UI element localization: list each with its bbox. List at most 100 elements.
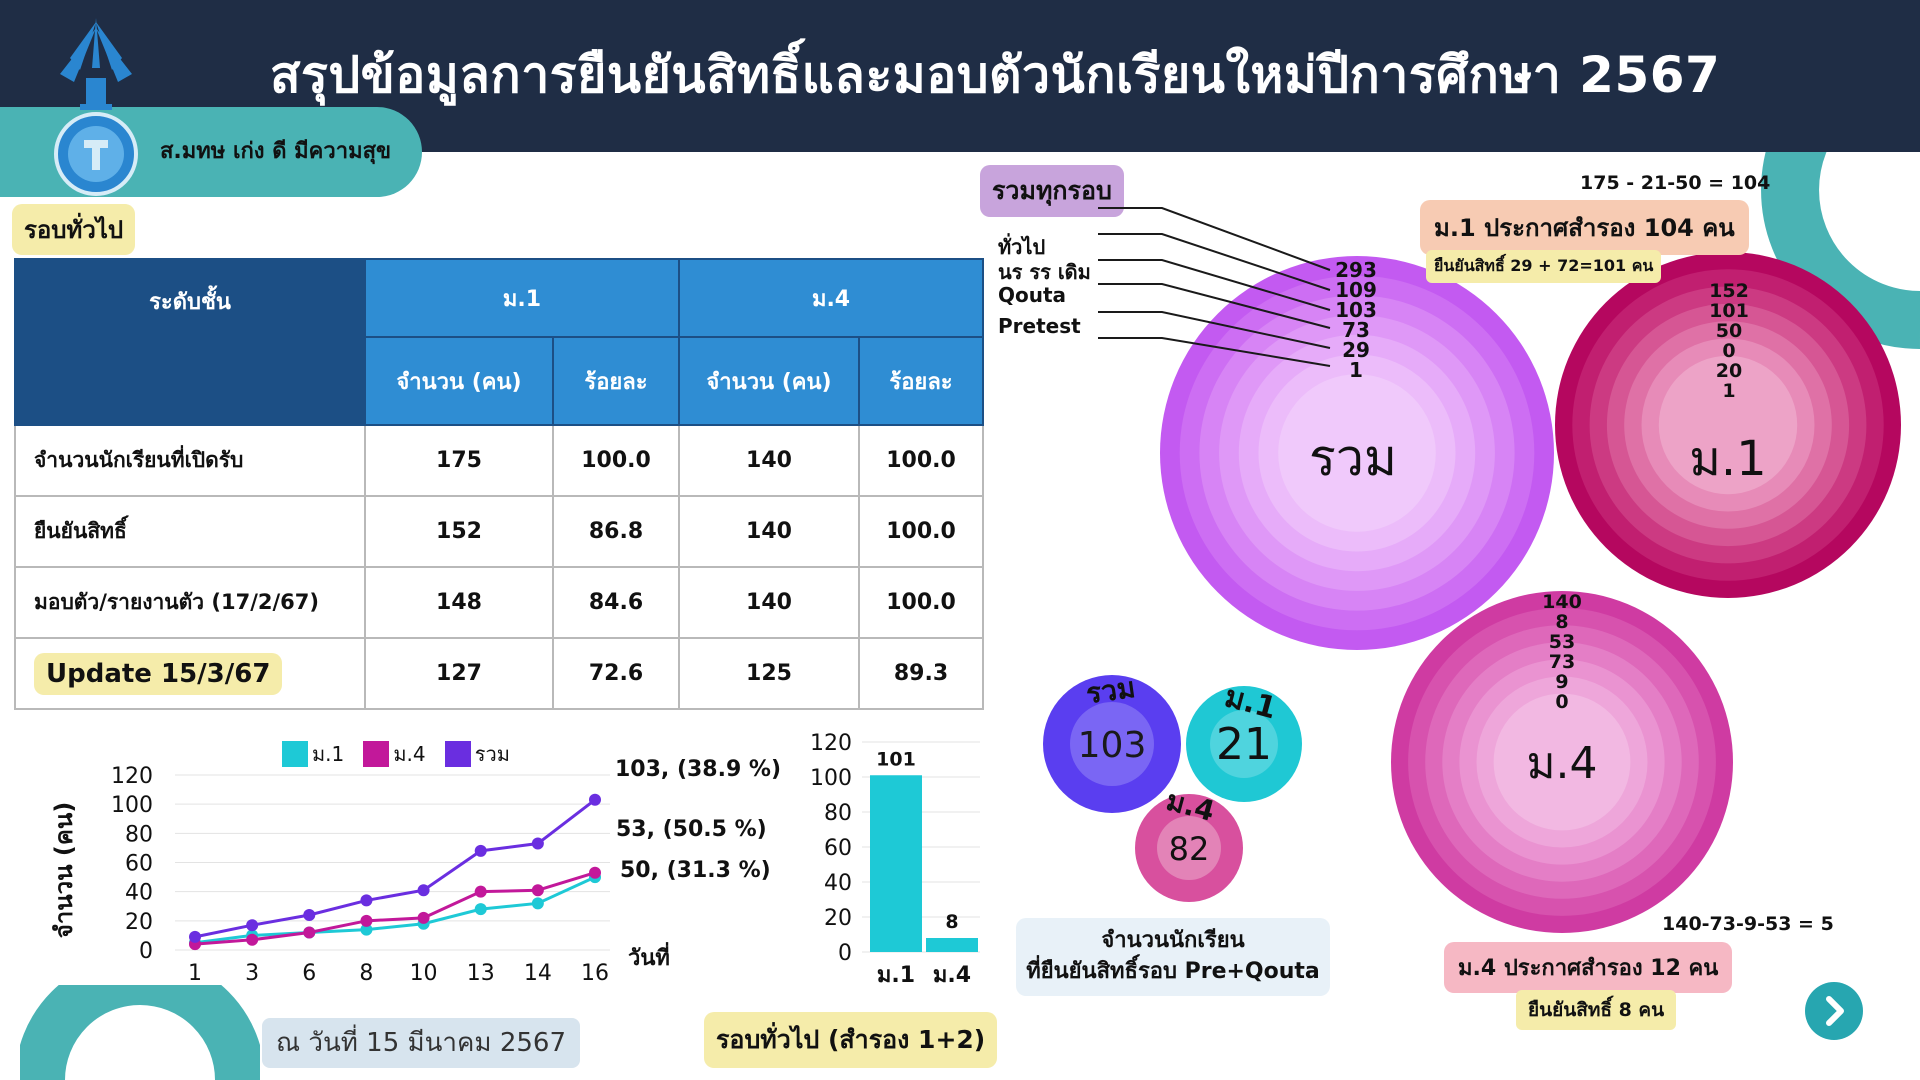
cell-m1-count: 127	[364, 637, 554, 710]
series-line-0	[194, 875, 596, 945]
chevron-right-icon	[1826, 996, 1844, 1026]
row-label: จำนวนนักเรียนที่เปิดรับ	[14, 424, 366, 497]
y-tick-label: 100	[111, 793, 153, 818]
legend-label-m4: ม.4	[393, 742, 426, 766]
row-label-cell: Update 15/3/67	[14, 637, 366, 710]
header-m1-count: จำนวน (คน)	[364, 336, 554, 426]
m1-round-value: 20	[1716, 360, 1742, 382]
series-point	[360, 894, 373, 907]
m1-round-value: 50	[1716, 320, 1742, 342]
legend-swatch-m1	[282, 741, 308, 767]
y-tick-label: 80	[824, 801, 852, 826]
leader-line	[1098, 283, 1331, 329]
m4-round-value: 140	[1542, 591, 1582, 613]
cell-m1-count: 148	[364, 566, 554, 639]
series-point	[474, 885, 487, 898]
m4-circle-ring	[1493, 693, 1631, 831]
all-rounds-label: รวมทุกรอบ	[980, 165, 1124, 217]
bar-value-label: 8	[945, 911, 958, 933]
series-point	[189, 930, 201, 943]
bar	[870, 775, 922, 952]
series-point	[360, 923, 373, 936]
x-tick-label: 3	[245, 961, 259, 986]
m1-circle-label: ม.1	[1689, 431, 1766, 487]
school-motto: ส.มทษ เก่ง ดี มีความสุข	[160, 139, 392, 164]
table-row: จำนวนนักเรียนที่เปิดรับ 175 100.0 140 10…	[14, 424, 985, 497]
y-tick-label: 80	[125, 822, 153, 847]
pq-m1-value: 21	[1216, 719, 1272, 770]
leader-line	[1098, 337, 1331, 367]
x-axis-label: วันที่	[628, 941, 670, 971]
cell-m4-count: 125	[678, 637, 861, 710]
y-tick-label: 60	[125, 852, 153, 877]
y-tick-label: 60	[824, 836, 852, 861]
series-point	[303, 909, 316, 921]
m4-calc-note: 140-73-9-53 = 5	[1662, 913, 1834, 935]
annotation-total: 103, (38.9 %)	[615, 757, 782, 782]
cell-m1-pct: 72.6	[551, 637, 681, 710]
next-slide-button[interactable]	[1805, 982, 1863, 1040]
row-label: มอบตัว/รายงานตัว (17/2/67)	[14, 566, 366, 639]
y-tick-label: 100	[810, 766, 852, 791]
m1-reserve-note: ม.1 ประกาศสำรอง 104 คน	[1420, 200, 1749, 255]
bar-chart-caption: รอบทั่วไป (สำรอง 1+2)	[704, 1012, 998, 1068]
update-label: Update 15/3/67	[34, 652, 283, 695]
leader-line	[1098, 207, 1331, 271]
x-tick-label: ม.1	[877, 963, 915, 988]
m1-confirm-note: ยืนยันสิทธิ์ 29 + 72=101 คน	[1426, 250, 1662, 283]
m1-calc-note: 175 - 21-50 = 104	[1580, 172, 1771, 194]
leader-line	[1098, 311, 1331, 349]
series-line-1	[194, 871, 596, 946]
cell-m4-count: 140	[678, 424, 861, 497]
y-tick-label: 20	[824, 906, 852, 931]
header-m1-pct: ร้อยละ	[551, 336, 681, 426]
series-point	[474, 903, 487, 916]
pq-total-inner	[1070, 702, 1154, 786]
series-point	[531, 897, 544, 910]
pq-total-label: รวม	[1084, 671, 1137, 711]
header-m4: ม.4	[678, 258, 985, 338]
series-line-2	[194, 798, 596, 939]
series-point	[474, 844, 487, 857]
series-point	[589, 866, 601, 879]
total-round-value: 293	[1335, 258, 1377, 282]
x-tick-label: ม.4	[933, 963, 971, 988]
cell-m4-pct: 100.0	[858, 495, 985, 568]
total-round-value: 1	[1349, 358, 1363, 382]
y-tick-label: 0	[838, 941, 852, 966]
m4-circle-label: ม.4	[1527, 738, 1598, 789]
series-point	[303, 926, 316, 939]
series-point	[246, 933, 259, 946]
decor-ring-bottom-left	[20, 985, 260, 1080]
cell-m4-pct: 100.0	[858, 424, 985, 497]
cell-m4-count: 140	[678, 495, 861, 568]
pq-m4-value: 82	[1169, 830, 1210, 868]
x-tick-label: 14	[524, 961, 552, 986]
total-round-value: 29	[1342, 338, 1370, 362]
cell-m4-count: 140	[678, 566, 861, 639]
m4-round-value: 9	[1555, 671, 1568, 693]
y-tick-label: 40	[125, 881, 153, 906]
m4-round-value: 53	[1549, 631, 1575, 653]
header-m4-count: จำนวน (คน)	[678, 336, 861, 426]
cell-m1-count: 175	[364, 424, 554, 497]
legend-label-m1: ม.1	[312, 742, 345, 766]
header-m1: ม.1	[363, 258, 681, 338]
y-tick-label: 40	[824, 871, 852, 896]
leader-line	[1098, 259, 1331, 311]
cell-m4-pct: 100.0	[858, 566, 985, 639]
pre-quota-caption-line1: จำนวนนักเรียน	[1101, 928, 1245, 953]
bar	[926, 938, 978, 952]
m1-round-value: 1	[1722, 380, 1735, 402]
cell-m4-pct: 89.3	[858, 637, 985, 710]
leader-line	[1098, 233, 1331, 291]
bar-value-label: 101	[876, 748, 916, 770]
line-chart-legend: ม.1 ม.4 รวม	[282, 738, 524, 770]
round-name-old-students: นร รร เดิม	[998, 260, 1091, 284]
m1-round-value: 101	[1709, 300, 1749, 322]
row-label: ยืนยันสิทธิ์	[14, 495, 366, 568]
total-round-value: 103	[1335, 298, 1377, 322]
cell-m1-pct: 100.0	[551, 424, 681, 497]
x-tick-label: 13	[467, 961, 495, 986]
